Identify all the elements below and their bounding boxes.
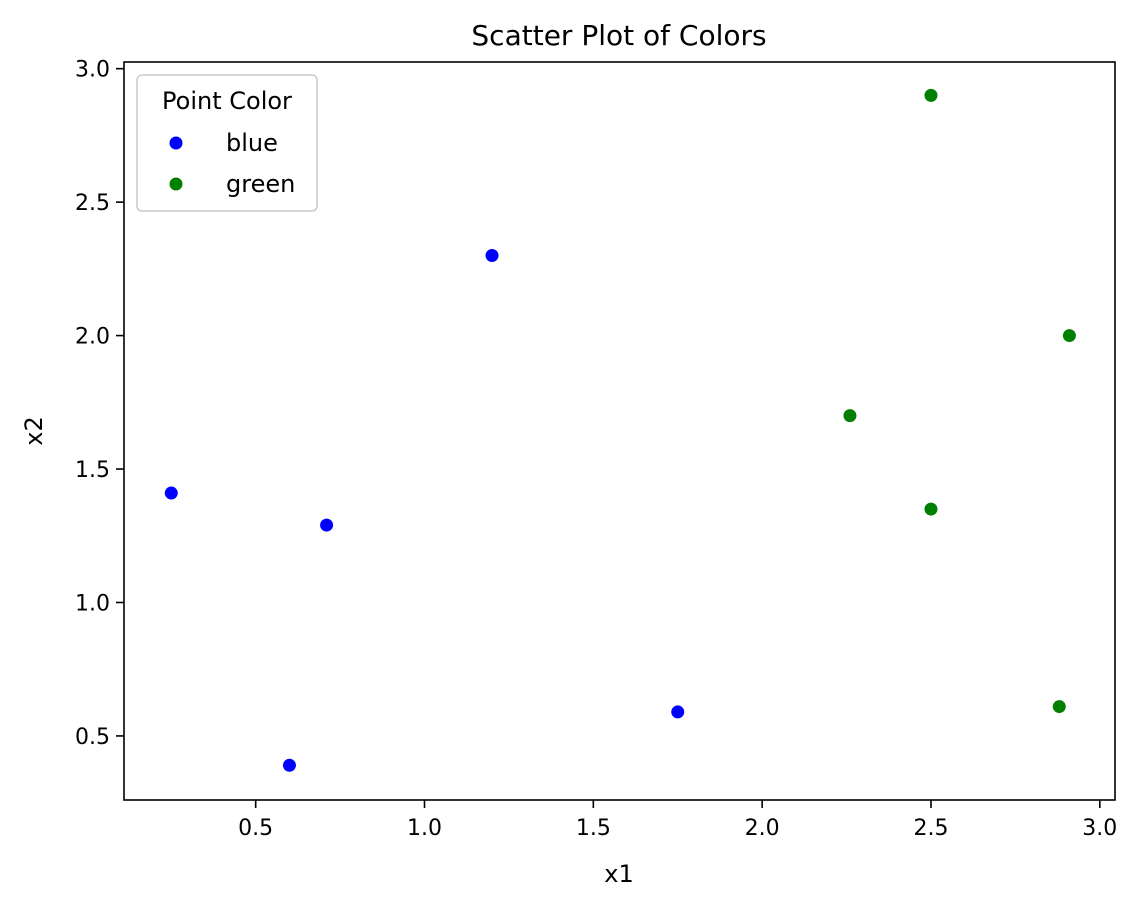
x-axis-label: x1 bbox=[604, 860, 633, 888]
legend-frame bbox=[136, 74, 318, 212]
y-axis: 0.5 1.0 1.5 2.0 2.5 3.0 bbox=[75, 58, 124, 750]
data-point-blue bbox=[671, 705, 685, 719]
data-point-blue bbox=[485, 249, 499, 263]
y-axis-label: x2 bbox=[20, 416, 48, 445]
x-tick-label: 0.5 bbox=[238, 816, 273, 841]
y-tick-label: 1.0 bbox=[75, 591, 110, 616]
data-point-green bbox=[1052, 700, 1066, 714]
legend-marker-green bbox=[169, 177, 183, 191]
chart-title: Scatter Plot of Colors bbox=[471, 19, 766, 52]
data-point-green bbox=[924, 88, 938, 102]
legend: Point Color blue green bbox=[136, 74, 318, 212]
x-tick-label: 2.5 bbox=[913, 816, 948, 841]
x-tick-label: 2.0 bbox=[745, 816, 780, 841]
y-tick-label: 3.0 bbox=[75, 58, 110, 83]
legend-label-green: green bbox=[226, 170, 295, 198]
y-tick-label: 2.0 bbox=[75, 325, 110, 350]
legend-marker-blue bbox=[169, 136, 183, 150]
x-tick-label: 1.0 bbox=[407, 816, 442, 841]
legend-title: Point Color bbox=[162, 87, 292, 115]
data-point-blue bbox=[320, 518, 334, 532]
data-point-green bbox=[843, 409, 857, 423]
data-point-green bbox=[1062, 329, 1076, 343]
data-point-blue bbox=[164, 486, 178, 500]
y-tick-label: 0.5 bbox=[75, 725, 110, 750]
plot-area bbox=[164, 88, 1076, 772]
data-point-blue bbox=[282, 758, 296, 772]
x-axis: 0.5 1.0 1.5 2.0 2.5 3.0 bbox=[238, 800, 1117, 841]
x-tick-label: 3.0 bbox=[1082, 816, 1117, 841]
legend-label-blue: blue bbox=[226, 129, 278, 157]
data-point-green bbox=[924, 502, 938, 516]
y-tick-label: 2.5 bbox=[75, 191, 110, 216]
axes-frame bbox=[123, 61, 1116, 801]
y-tick-label: 1.5 bbox=[75, 458, 110, 483]
x-tick-label: 1.5 bbox=[576, 816, 611, 841]
